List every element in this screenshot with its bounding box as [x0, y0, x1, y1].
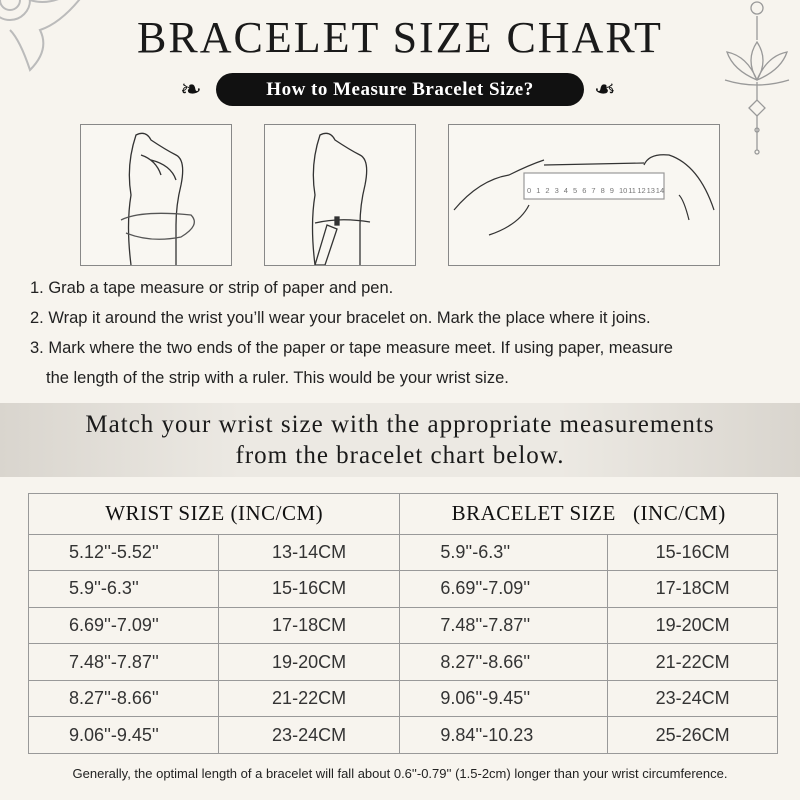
wrist-size-header: WRIST SIZE (INC/CM): [27, 493, 401, 535]
flourish-left-icon: ❧: [180, 74, 202, 104]
bracelet-cm: 21-22CM: [607, 643, 778, 681]
bracelet-inches: 5.9''-6.3'': [399, 533, 609, 572]
table-row: 7.48''-7.87'' 19-20CM 8.27''-8.66'' 21-22CM: [28, 643, 778, 681]
mandala-ornament-icon: [0, 0, 81, 72]
banner-line-1: Match your wrist size with the appropria…: [85, 411, 715, 438]
table-row: 5.9''-6.3'' 15-16CM 6.69''-7.09'' 17-18CM: [28, 570, 778, 608]
bracelet-cm: 15-16CM: [607, 533, 778, 572]
wrist-cm: 21-22CM: [217, 679, 401, 718]
table-header-row: WRIST SIZE (INC/CM) BRACELET SIZE (INC/C…: [27, 493, 778, 535]
bracelet-cm: 25-26CM: [607, 716, 778, 754]
table-row: 5.12''-5.52'' 13-14CM 5.9''-6.3'' 15-16CM: [28, 533, 778, 572]
flourish-right-icon: ❧: [594, 74, 616, 104]
page-title: BRACELET SIZE CHART: [137, 13, 663, 62]
wrist-inches: 5.9''-6.3'': [28, 570, 219, 608]
footer-note: Generally, the optimal length of a brace…: [72, 766, 728, 781]
bracelet-inches: 8.27''-8.66'': [399, 643, 609, 681]
size-table: WRIST SIZE (INC/CM) BRACELET SIZE (INC/C…: [27, 493, 778, 754]
illustration-ruler: 0 1 2 3 4 5 6 7 8 9 10 11 12 13 14: [448, 124, 720, 266]
instructions-list: 1. Grab a tape measure or strip of paper…: [30, 273, 790, 393]
step-2: 2. Wrap it around the wrist you’ll wear …: [30, 309, 651, 327]
ruler-label: 13: [647, 186, 655, 195]
ruler-label: 5: [573, 186, 577, 195]
ruler-label: 12: [637, 186, 645, 195]
subtitle-pill: How to Measure Bracelet Size?: [216, 73, 584, 106]
illustration-mark-pen: [264, 124, 416, 266]
bracelet-inches: 7.48''-7.87'': [399, 606, 609, 645]
ruler-label: 4: [564, 186, 568, 195]
wrist-inches: 7.48''-7.87'': [28, 643, 219, 681]
bracelet-inches: 6.69''-7.09'': [399, 570, 609, 608]
hand-pen-icon: [311, 132, 371, 266]
wrist-inches: 6.69''-7.09'': [28, 606, 219, 645]
hand-tape-icon: [120, 132, 195, 266]
table-row: 9.06''-9.45'' 23-24CM 9.84''-10.23 25-26CM: [28, 716, 778, 754]
table-row: 8.27''-8.66'' 21-22CM 9.06''-9.45'' 23-24CM: [28, 679, 778, 718]
bracelet-inches: 9.06''-9.45'': [399, 679, 609, 718]
wrist-cm: 13-14CM: [217, 533, 401, 572]
hands-ruler-icon: 0 1 2 3 4 5 6 7 8 9 10 11 12 13 14: [453, 154, 715, 236]
match-banner: Match your wrist size with the appropria…: [0, 403, 800, 477]
ruler-label: 1: [536, 186, 540, 195]
wrist-cm: 19-20CM: [217, 643, 401, 681]
ruler-label: 0: [527, 186, 531, 195]
table-row: 6.69''-7.09'' 17-18CM 7.48''-7.87'' 19-20CM: [28, 606, 778, 645]
ruler-label: 9: [610, 186, 614, 195]
step-1: 1. Grab a tape measure or strip of paper…: [30, 279, 394, 297]
wrist-inches: 5.12''-5.52'': [28, 533, 219, 572]
step-3-continued: the length of the strip with a ruler. Th…: [46, 369, 509, 387]
ruler-label: 8: [601, 186, 605, 195]
wrist-cm: 17-18CM: [217, 606, 401, 645]
ruler-label: 10: [619, 186, 627, 195]
ruler-label: 6: [582, 186, 586, 195]
illustration-wrap-tape: [80, 124, 232, 266]
ruler-label: 3: [555, 186, 559, 195]
bracelet-inches: 9.84''-10.23: [399, 716, 609, 754]
wrist-cm: 15-16CM: [217, 570, 401, 608]
wrist-inches: 8.27''-8.66'': [28, 679, 219, 718]
step-3: 3. Mark where the two ends of the paper …: [30, 339, 673, 357]
ruler-label: 11: [628, 186, 636, 195]
wrist-cm: 23-24CM: [217, 716, 401, 754]
lotus-ornament-icon: [724, 1, 790, 155]
ruler-label: 7: [591, 186, 595, 195]
bracelet-size-header: BRACELET SIZE (INC/CM): [399, 493, 778, 535]
ruler-label: 14: [656, 186, 664, 195]
ruler-label: 2: [545, 186, 549, 195]
bracelet-cm: 19-20CM: [607, 606, 778, 645]
bracelet-cm: 23-24CM: [607, 679, 778, 718]
wrist-inches: 9.06''-9.45'': [28, 716, 219, 754]
banner-line-2: from the bracelet chart below.: [235, 442, 565, 469]
bracelet-cm: 17-18CM: [607, 570, 778, 608]
